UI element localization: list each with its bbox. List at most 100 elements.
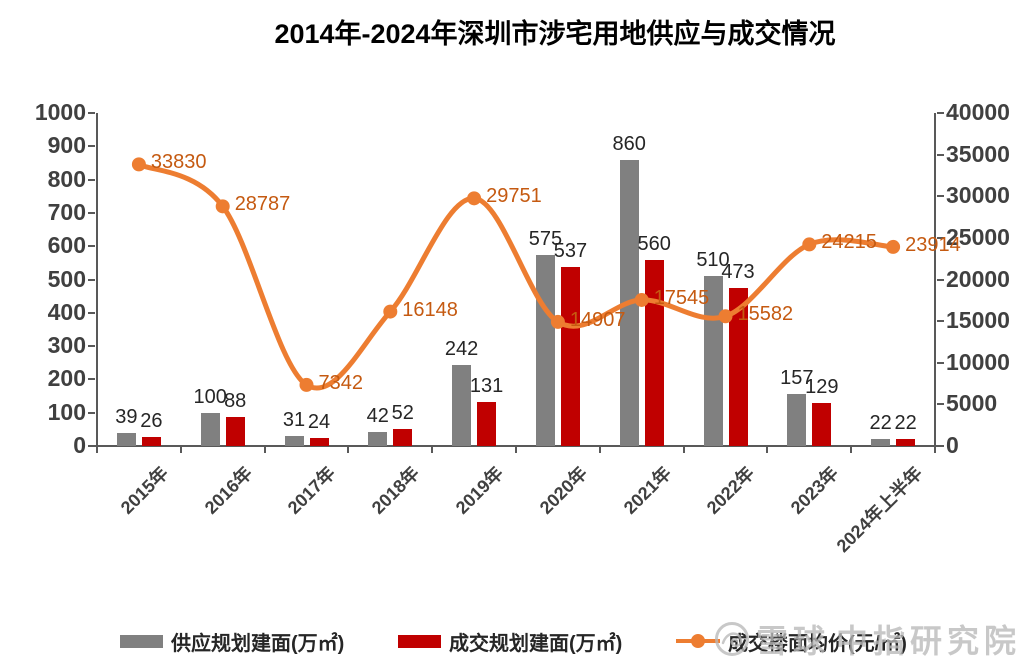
price-point-marker bbox=[718, 309, 733, 324]
x-axis-tick bbox=[96, 447, 98, 453]
transaction-bar bbox=[477, 402, 497, 446]
left-axis-tick bbox=[88, 112, 95, 114]
transaction-bar bbox=[560, 267, 580, 446]
left-axis-tick bbox=[88, 445, 95, 447]
left-axis-tick-label: 300 bbox=[47, 332, 86, 359]
price-point-marker bbox=[383, 304, 398, 319]
x-axis-tick bbox=[263, 447, 266, 453]
price-point-marker bbox=[467, 191, 482, 206]
right-axis-tick-label: 30000 bbox=[946, 182, 1010, 209]
right-axis-tick bbox=[937, 195, 944, 198]
x-axis-tick bbox=[850, 447, 853, 453]
y-axis-right bbox=[934, 113, 936, 446]
bar-value-label: 575 bbox=[528, 227, 563, 250]
legend-label-transaction: 成交规划建面(万㎡) bbox=[449, 632, 623, 655]
bar-value-label: 52 bbox=[391, 401, 414, 424]
x-axis-tick bbox=[766, 447, 769, 453]
price-point-marker bbox=[802, 237, 817, 252]
left-axis-tick bbox=[88, 178, 95, 181]
left-axis-tick-label: 500 bbox=[47, 265, 86, 292]
left-axis-tick bbox=[88, 345, 95, 348]
left-axis-tick-label: 900 bbox=[47, 132, 86, 159]
bar-value-label: 537 bbox=[553, 240, 588, 263]
supply-bar bbox=[787, 393, 807, 446]
x-axis-tick bbox=[347, 447, 350, 453]
transaction-bar bbox=[644, 259, 664, 446]
bar-value-label: 131 bbox=[469, 375, 504, 398]
left-axis-tick bbox=[88, 145, 95, 148]
left-axis-tick bbox=[88, 311, 95, 314]
bar-value-label: 22 bbox=[894, 411, 917, 434]
bar-value-label: 510 bbox=[696, 249, 730, 272]
chart-title: 2014年-2024年深圳市涉宅用地供应与成交情况 bbox=[274, 19, 836, 49]
bar-value-label: 39 bbox=[115, 406, 138, 428]
right-axis-tick-label: 35000 bbox=[946, 140, 1010, 167]
left-axis-tick bbox=[88, 211, 95, 214]
transaction-bar-swatch bbox=[398, 634, 441, 648]
left-axis-tick-label: 100 bbox=[47, 398, 86, 425]
bar-value-label: 473 bbox=[721, 261, 755, 284]
supply-bar-swatch bbox=[120, 634, 163, 648]
supply-bar bbox=[871, 438, 891, 446]
price-point-marker bbox=[299, 377, 314, 392]
legend-label-supply: 供应规划建面(万㎡) bbox=[171, 632, 345, 655]
price-point-marker bbox=[215, 199, 230, 214]
left-axis-tick-label: 0 bbox=[73, 432, 86, 458]
right-axis-tick-label: 10000 bbox=[946, 348, 1010, 375]
transaction-bar bbox=[896, 438, 916, 446]
right-axis-tick bbox=[937, 403, 944, 406]
left-axis-tick-label: 1000 bbox=[34, 99, 86, 125]
right-axis-tick bbox=[937, 278, 944, 281]
supply-bar bbox=[116, 433, 136, 446]
right-axis-tick-label: 20000 bbox=[946, 265, 1010, 292]
legend-item-supply: 供应规划建面(万㎡) bbox=[120, 628, 345, 655]
left-axis-tick-label: 600 bbox=[47, 232, 86, 259]
price-point-marker bbox=[550, 314, 565, 329]
x-axis-tick bbox=[431, 447, 434, 453]
right-axis-tick bbox=[937, 445, 944, 447]
price-line-swatch bbox=[676, 634, 720, 648]
legend-label-price: 成交楼面均价(元/㎡) bbox=[728, 632, 907, 655]
right-axis-tick bbox=[937, 153, 944, 156]
bar-value-label: 129 bbox=[805, 376, 839, 399]
right-axis-tick-label: 40000 bbox=[946, 99, 1010, 125]
transaction-bar bbox=[225, 416, 245, 446]
bar-value-label: 42 bbox=[366, 405, 389, 427]
y-axis-left bbox=[96, 113, 98, 446]
supply-bar bbox=[200, 412, 220, 446]
x-axis-tick bbox=[515, 447, 517, 453]
bar-value-label: 157 bbox=[780, 366, 814, 389]
x-axis-tick bbox=[682, 447, 685, 453]
transaction-bar bbox=[728, 288, 748, 446]
x-axis-tick bbox=[179, 447, 182, 453]
left-axis-tick-label: 800 bbox=[47, 165, 86, 192]
right-axis-tick-label: 15000 bbox=[946, 307, 1010, 334]
left-axis-tick-label: 700 bbox=[47, 198, 86, 225]
right-axis-tick bbox=[937, 112, 944, 114]
bar-value-label: 24 bbox=[307, 411, 331, 433]
x-axis-tick bbox=[934, 447, 936, 453]
bar-value-label: 242 bbox=[444, 338, 479, 361]
left-axis-tick bbox=[88, 378, 95, 381]
left-axis-tick-label: 200 bbox=[47, 365, 86, 392]
bar-value-label: 560 bbox=[637, 232, 671, 255]
bar-value-label: 26 bbox=[140, 410, 163, 433]
supply-bar bbox=[284, 435, 304, 446]
transaction-bar bbox=[812, 403, 832, 446]
bar-value-label: 860 bbox=[612, 132, 646, 155]
price-point-marker bbox=[634, 292, 649, 307]
left-axis-tick-label: 400 bbox=[47, 298, 86, 325]
transaction-bar bbox=[309, 438, 329, 446]
right-axis-tick bbox=[937, 361, 944, 364]
supply-bar bbox=[368, 432, 388, 446]
transaction-bar bbox=[141, 437, 161, 446]
bar-value-label: 88 bbox=[224, 389, 247, 412]
left-axis-tick bbox=[88, 278, 95, 281]
right-axis-tick-label: 5000 bbox=[946, 390, 998, 417]
price-line bbox=[136, 161, 896, 391]
price-point-marker bbox=[886, 239, 901, 254]
x-axis bbox=[89, 445, 937, 447]
